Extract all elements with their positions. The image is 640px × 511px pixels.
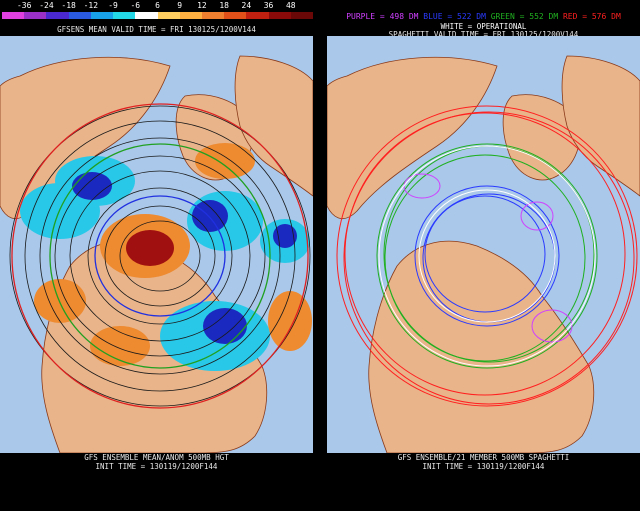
scale-tick-label: 6 [155, 1, 160, 10]
anomaly-fills [20, 143, 312, 371]
anomaly-color-scale: -36 -24 -18 -12 -9 -6 6 9 12 18 24 36 48 [2, 0, 313, 24]
contour [104, 205, 216, 307]
scale-color-swatch [46, 12, 69, 19]
anomaly-positive-north [195, 143, 255, 179]
scale-tick-label: -6 [130, 1, 141, 10]
anomaly-strong-negative-2 [192, 200, 228, 232]
purple-498-contour [531, 309, 573, 343]
scale-tick-label: -36 [16, 1, 32, 10]
scale-color-swatch [135, 12, 158, 19]
contour [54, 155, 266, 357]
scale-tick-label: 9 [177, 1, 183, 10]
eurasia-land [327, 56, 498, 220]
scale-color-swatch [90, 12, 114, 19]
scale-tick-label: 24 [241, 1, 252, 10]
scale-tick-label: 12 [197, 1, 207, 10]
legend-entry: RED = 576 DM [562, 12, 621, 21]
footer-init-time: INIT TIME = 130119/1200F144 [422, 462, 545, 471]
contour [39, 137, 281, 375]
anomaly-strong-negative-1 [72, 172, 112, 200]
anomaly-positive-east [268, 291, 312, 351]
scale-tick-label: -9 [108, 1, 118, 10]
operational-legend: WHITE = OPERATIONAL [440, 22, 527, 31]
red-576-contour [344, 112, 626, 396]
polar-stereographic-map [327, 55, 640, 453]
blue-522-contour [424, 195, 546, 313]
ensemble-mean-anomaly-panel: -36 -24 -18 -12 -9 -6 6 9 12 18 24 36 48 GFSENS MEAN… [0, 0, 313, 511]
north-america-land [368, 240, 595, 453]
scale-tick-label: -18 [61, 1, 76, 10]
scale-color-swatch [201, 12, 225, 19]
scale-color-swatch [246, 12, 269, 19]
scale-color-bar [2, 12, 313, 19]
scale-color-swatch [268, 12, 291, 19]
contour-522-blue [94, 195, 226, 317]
scale-color-swatch [24, 12, 47, 19]
green-552-contour [376, 143, 598, 369]
footer-init-time: INIT TIME = 130119/1200F144 [95, 462, 218, 471]
scale-tick-label: -24 [39, 1, 54, 10]
spaghetti-valid-time: SPAGHETTI VALID TIME = FRI 130125/1200V1… [388, 30, 579, 39]
contour [24, 120, 296, 392]
green-552-contour [384, 154, 586, 362]
white-operational-contour [418, 189, 556, 323]
white-operational-contour [378, 145, 596, 367]
siberia-land [234, 55, 313, 197]
anomaly-strong-positive [126, 230, 174, 266]
red-576-contour [336, 105, 638, 407]
contour-color-legend: PURPLE = 498 DM BLUE = 522 DM GREEN = 55… [327, 12, 640, 22]
blue-522-contour [414, 185, 560, 327]
valid-time-label: GFSENS MEAN VALID TIME = FRI 130125/1200… [57, 25, 256, 34]
spaghetti-map [327, 36, 640, 453]
red-576-contour [343, 111, 635, 405]
footer: GFS ENSEMBLE/21 MEMBER 500MB SPAGHETTI I… [327, 453, 640, 511]
polar-stereographic-map [0, 55, 313, 453]
scale-tick-label: -12 [83, 1, 99, 10]
siberia-land [561, 55, 640, 197]
land-masses [327, 55, 640, 453]
legend-entry: GREEN = 552 DM [490, 12, 563, 21]
scale-color-swatch [179, 12, 202, 19]
ensemble-mean-map [0, 36, 313, 453]
contour [87, 187, 233, 325]
footer: GFS ENSEMBLE MEAN/ANOM 500MB HGT INIT TI… [0, 453, 313, 511]
scale-tick-label: 18 [219, 1, 229, 10]
scale-tick-labels: -36 -24 -18 -12 -9 -6 6 9 12 18 24 36 48 [2, 1, 313, 11]
legend-entry: BLUE = 522 DM [423, 12, 491, 21]
footer-title: GFS ENSEMBLE/21 MEMBER 500MB SPAGHETTI [397, 453, 570, 462]
spaghetti-panel: PURPLE = 498 DM BLUE = 522 DM GREEN = 55… [327, 0, 640, 511]
contour [69, 170, 251, 342]
height-contours [9, 105, 311, 407]
scale-color-swatch [290, 12, 313, 19]
contour [119, 220, 201, 292]
purple-498-contour [520, 201, 554, 231]
scale-tick-label: 48 [285, 1, 296, 10]
footer-title: GFS ENSEMBLE MEAN/ANOM 500MB HGT [84, 453, 229, 462]
key-contours [11, 103, 309, 409]
scale-color-swatch [113, 12, 136, 19]
anomaly-strong-negative-3 [203, 308, 247, 344]
scale-color-swatch [224, 12, 247, 19]
contour [9, 105, 311, 407]
contour-552-green [49, 143, 271, 369]
scale-color-swatch [68, 12, 91, 19]
legend-entry: PURPLE = 498 DM [346, 12, 424, 21]
spaghetti-contours [336, 105, 638, 407]
contour-576-red [11, 103, 309, 409]
scale-color-swatch [2, 12, 25, 19]
scale-tick-label: 36 [263, 1, 274, 10]
scale-color-swatch [157, 12, 180, 19]
anomaly-positive-south [90, 326, 150, 366]
